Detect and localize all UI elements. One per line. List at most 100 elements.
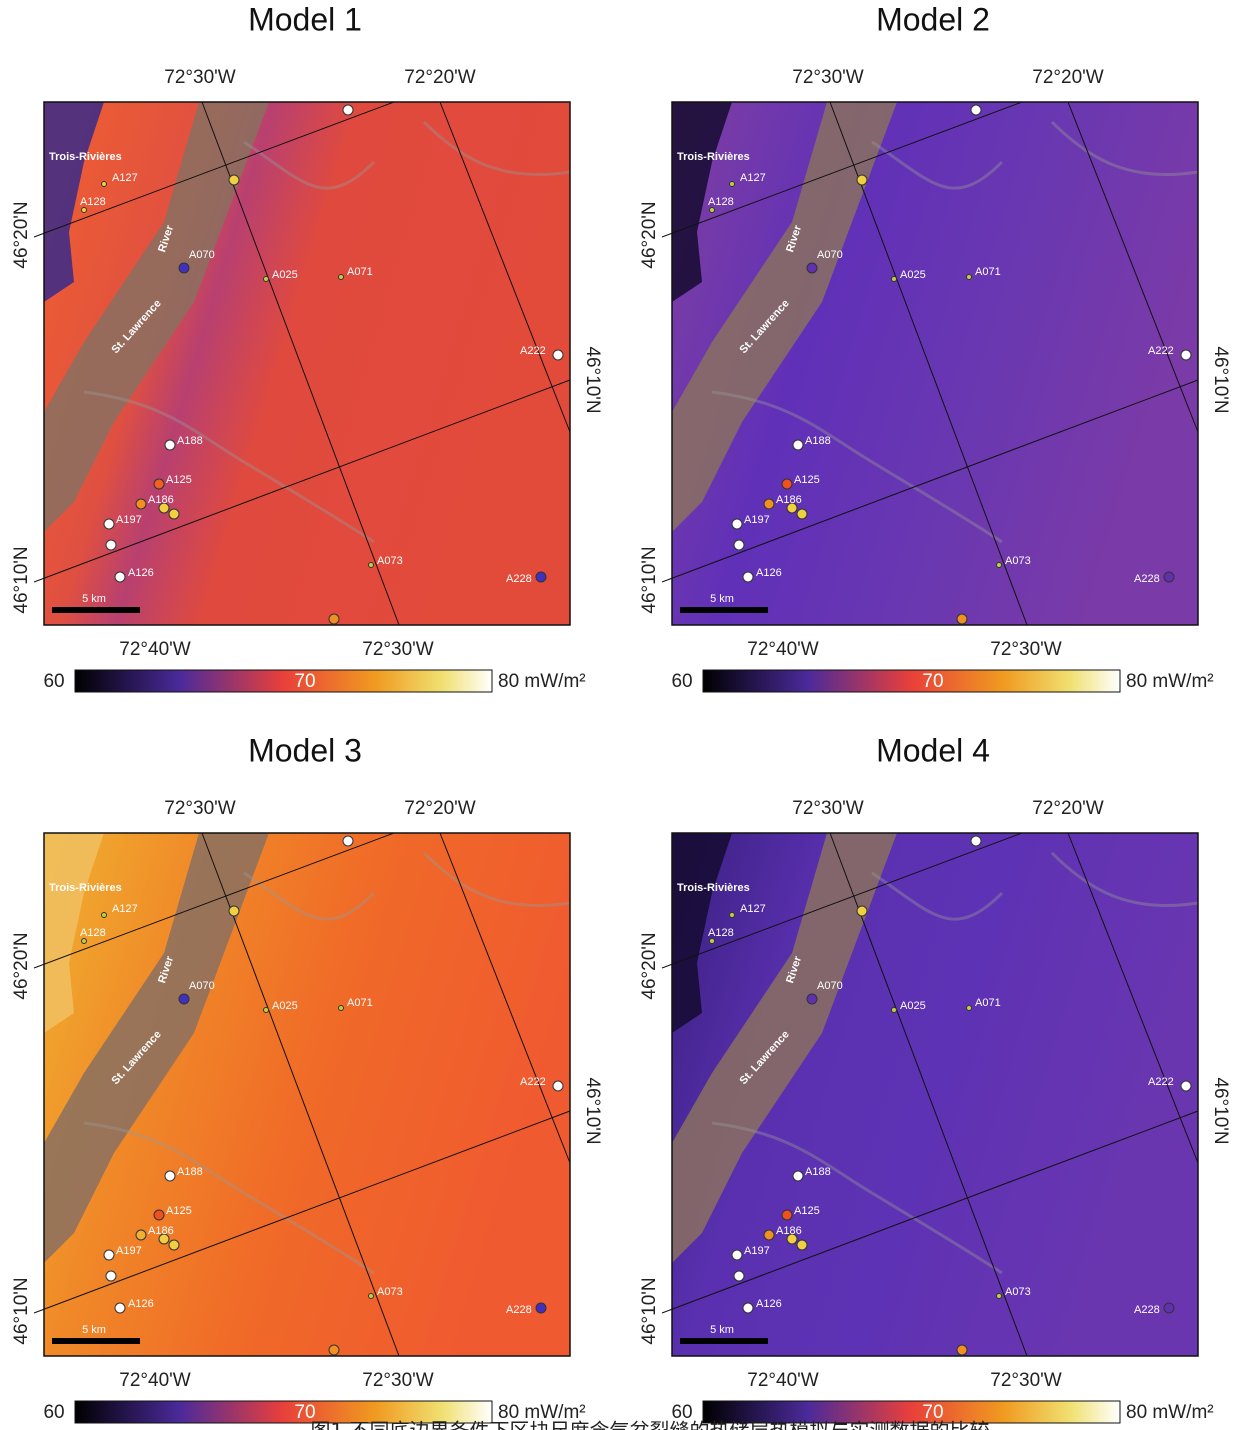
colorbar-label: 80 mW/m² [1126,1402,1214,1423]
site-label: A222 [1148,345,1174,357]
site-label: A073 [1005,1286,1031,1298]
lon-label: 72°30'W [792,67,863,88]
lat-label: 46°10'N [11,1277,32,1344]
site-marker [1180,1080,1192,1092]
site-marker [966,274,972,280]
site-label: A125 [794,474,820,486]
colorbar [702,669,1121,693]
tributaries [711,120,1199,544]
site-marker [105,539,117,551]
site-label: A025 [900,269,926,281]
site-label: A025 [272,269,298,281]
site-marker [328,613,340,625]
colorbar-label: 60 [43,671,64,692]
scale-label: 5 km [710,1324,734,1336]
site-label: A125 [166,474,192,486]
site-marker [792,1170,804,1182]
map-frame [671,101,1199,626]
site-marker [153,1209,165,1221]
colorbar [74,1400,493,1424]
colorbar-label: 70 [922,671,943,692]
site-marker [729,181,735,187]
graticule [661,101,1023,238]
site-marker [228,905,240,917]
city-label: Trois-Rivières [677,151,750,163]
site-marker [338,274,344,280]
site-marker [263,1007,269,1013]
site-label: A188 [805,1166,831,1178]
site-marker [731,1249,743,1261]
site-marker [158,502,170,514]
lat-label: 46°10'N [1210,1077,1231,1144]
graticule [439,101,571,433]
scale-bar [680,607,768,613]
site-marker [158,1233,170,1245]
river [44,102,269,532]
site-marker [552,349,564,361]
lat-label: 46°20'N [639,201,660,268]
site-label: A127 [112,172,138,184]
site-label: A125 [794,1205,820,1217]
lat-label: 46°10'N [1210,346,1231,413]
lat-label: 46°10'N [639,1277,660,1344]
lon-label: 72°20'W [404,798,475,819]
city-label: Trois-Rivières [677,882,750,894]
graticule [201,101,400,626]
scale-bar [52,607,140,613]
site-label: A128 [708,927,734,939]
colorbar-label: 70 [294,1402,315,1423]
site-marker [535,571,547,583]
site-label: A188 [805,435,831,447]
site-label: A222 [1148,1076,1174,1088]
site-marker [733,539,745,551]
lon-label: 72°20'W [404,67,475,88]
site-marker [114,571,126,583]
site-marker [856,174,868,186]
site-marker [101,181,107,187]
site-marker [153,478,165,490]
map-frame [43,832,571,1357]
site-label: A126 [128,567,154,579]
site-label: A126 [756,1298,782,1310]
site-label: A070 [817,249,843,261]
lon-label: 72°40'W [747,1370,818,1391]
site-label: A071 [975,997,1001,1009]
site-marker [966,1005,972,1011]
panel-title: Model 4 [876,732,990,768]
tributaries [83,120,571,544]
graticule [33,379,571,583]
site-label: A025 [272,1000,298,1012]
site-marker [806,262,818,274]
site-marker [263,276,269,282]
site-marker [168,508,180,520]
site-marker [164,439,176,451]
scale-label: 5 km [82,1324,106,1336]
site-marker [806,993,818,1005]
site-marker [103,1249,115,1261]
lon-label: 72°30'W [990,639,1061,660]
site-label: A197 [744,1245,770,1257]
site-label: A128 [708,196,734,208]
site-label: A188 [177,1166,203,1178]
site-label: A186 [776,1225,802,1237]
site-marker [763,1229,775,1241]
site-label: A186 [776,494,802,506]
site-label: A128 [80,196,106,208]
site-marker [178,993,190,1005]
city-label: Trois-Rivières [49,882,122,894]
site-marker [786,502,798,514]
site-marker [792,439,804,451]
site-label: A126 [756,567,782,579]
site-marker [535,1302,547,1314]
site-marker [796,1239,808,1251]
tributaries [711,851,1199,1275]
site-marker [164,1170,176,1182]
site-label: A228 [506,573,532,585]
site-label: A073 [377,555,403,567]
site-marker [891,1007,897,1013]
lon-label: 72°30'W [164,67,235,88]
site-label: A070 [817,980,843,992]
site-marker [781,478,793,490]
